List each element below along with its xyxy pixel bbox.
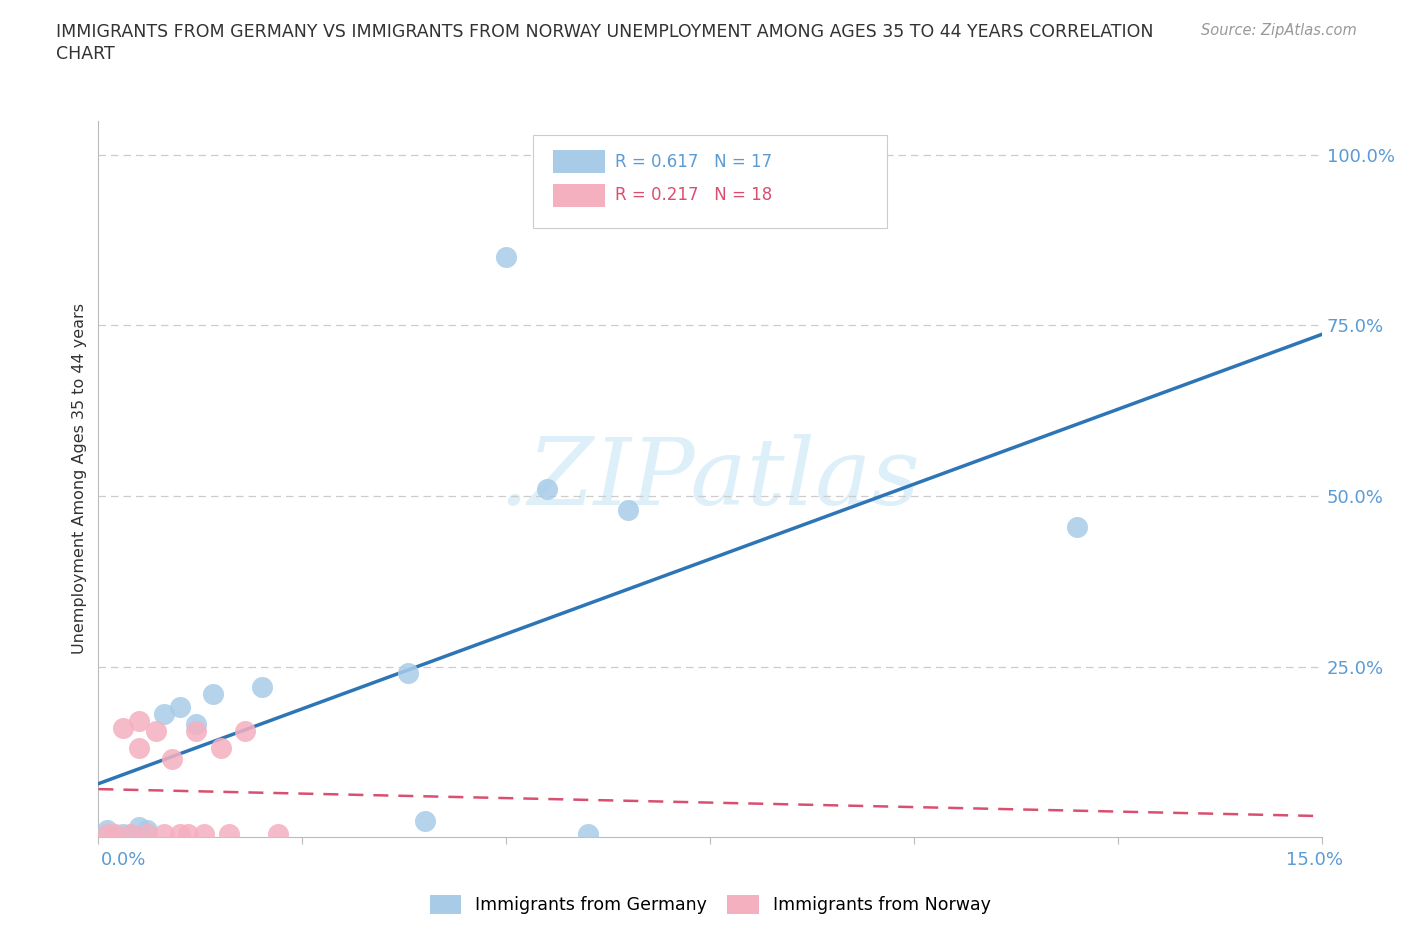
Text: IMMIGRANTS FROM GERMANY VS IMMIGRANTS FROM NORWAY UNEMPLOYMENT AMONG AGES 35 TO : IMMIGRANTS FROM GERMANY VS IMMIGRANTS FR…: [56, 23, 1154, 41]
Point: [193, 826, 215, 841]
Point: [152, 826, 174, 841]
FancyBboxPatch shape: [554, 184, 605, 206]
Point: [250, 680, 273, 695]
Point: [617, 502, 640, 517]
Point: [152, 707, 174, 722]
FancyBboxPatch shape: [533, 135, 887, 229]
Point: [120, 826, 142, 841]
Point: [1066, 519, 1088, 534]
Point: [218, 826, 240, 841]
Legend: Immigrants from Germany, Immigrants from Norway: Immigrants from Germany, Immigrants from…: [423, 888, 997, 922]
Text: CHART: CHART: [56, 45, 115, 62]
Point: [120, 826, 142, 841]
Point: [169, 826, 191, 841]
Point: [111, 826, 134, 841]
Point: [186, 724, 208, 738]
Point: [96, 826, 118, 841]
Point: [201, 686, 224, 701]
Point: [209, 741, 232, 756]
Point: [413, 814, 436, 829]
Point: [233, 724, 256, 738]
Point: [136, 823, 159, 838]
Point: [96, 823, 118, 838]
Point: [396, 666, 419, 681]
Point: [128, 713, 150, 728]
Point: [160, 751, 183, 766]
Point: [495, 250, 517, 265]
Text: 0.0%: 0.0%: [101, 851, 146, 869]
Text: Source: ZipAtlas.com: Source: ZipAtlas.com: [1201, 23, 1357, 38]
FancyBboxPatch shape: [554, 151, 605, 173]
Text: .ZIPatlas: .ZIPatlas: [499, 434, 921, 524]
Point: [145, 724, 167, 738]
Point: [128, 741, 150, 756]
Text: R = 0.217   N = 18: R = 0.217 N = 18: [614, 186, 772, 205]
Point: [536, 482, 558, 497]
Point: [111, 721, 134, 736]
Point: [136, 826, 159, 841]
Point: [186, 717, 208, 732]
Text: R = 0.617   N = 17: R = 0.617 N = 17: [614, 153, 772, 171]
Point: [104, 826, 127, 841]
Y-axis label: Unemployment Among Ages 35 to 44 years: Unemployment Among Ages 35 to 44 years: [72, 303, 87, 655]
Point: [169, 700, 191, 715]
Text: 15.0%: 15.0%: [1285, 851, 1343, 869]
Point: [267, 826, 290, 841]
Point: [576, 826, 599, 841]
Point: [128, 819, 150, 834]
Point: [177, 826, 200, 841]
